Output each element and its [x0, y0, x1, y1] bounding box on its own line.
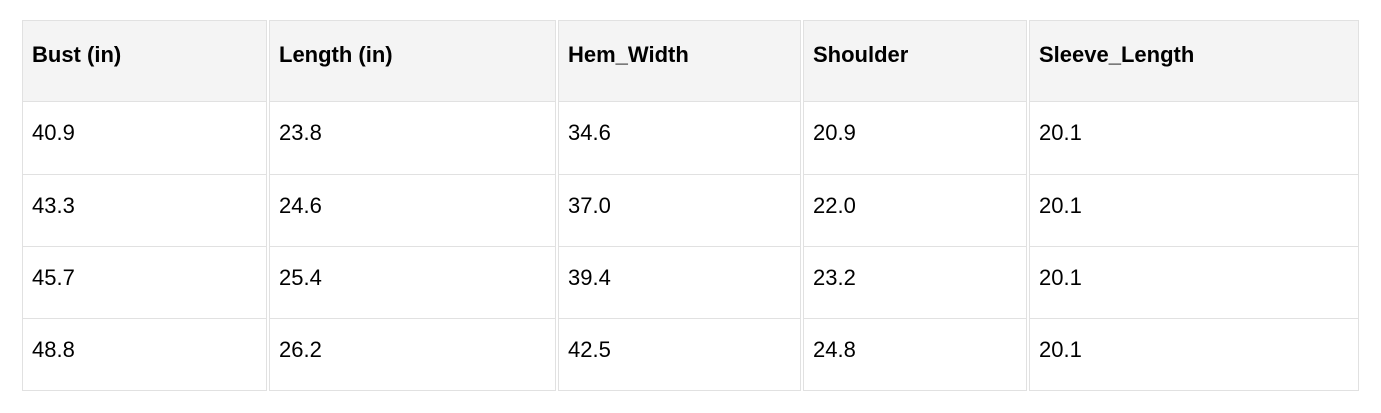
table-cell: 24.8: [803, 319, 1027, 392]
table-cell: 40.9: [22, 102, 267, 175]
table-row: 45.7 25.4 39.4 23.2 20.1: [22, 246, 1359, 320]
table-cell: 20.1: [1029, 102, 1359, 175]
table-row: 40.9 23.8 34.6 20.9 20.1: [22, 102, 1359, 175]
table-cell: 20.9: [803, 102, 1027, 175]
table-cell: 20.1: [1029, 246, 1359, 320]
table-cell: 23.8: [269, 102, 556, 175]
table-cell: 34.6: [558, 102, 801, 175]
table-cell: 25.4: [269, 246, 556, 320]
table-cell: 20.1: [1029, 319, 1359, 392]
table-cell: 42.5: [558, 319, 801, 392]
table-cell: 26.2: [269, 319, 556, 392]
table-cell: 22.0: [803, 174, 1027, 247]
table-cell: 43.3: [22, 174, 267, 247]
column-header-hem-width: Hem_Width: [558, 20, 801, 103]
column-header-sleeve-length: Sleeve_Length: [1029, 20, 1359, 103]
table-cell: 37.0: [558, 174, 801, 247]
size-chart-table: Bust (in) Length (in) Hem_Width Shoulder…: [20, 20, 1361, 392]
column-header-length: Length (in): [269, 20, 556, 103]
table-row: 48.8 26.2 42.5 24.8 20.1: [22, 319, 1359, 392]
table-cell: 48.8: [22, 319, 267, 392]
column-header-bust: Bust (in): [22, 20, 267, 103]
column-header-shoulder: Shoulder: [803, 20, 1027, 103]
table-cell: 45.7: [22, 246, 267, 320]
table-cell: 24.6: [269, 174, 556, 247]
table-row: 43.3 24.6 37.0 22.0 20.1: [22, 174, 1359, 247]
table-cell: 23.2: [803, 246, 1027, 320]
table-cell: 20.1: [1029, 174, 1359, 247]
table-cell: 39.4: [558, 246, 801, 320]
header-row: Bust (in) Length (in) Hem_Width Shoulder…: [22, 20, 1359, 103]
